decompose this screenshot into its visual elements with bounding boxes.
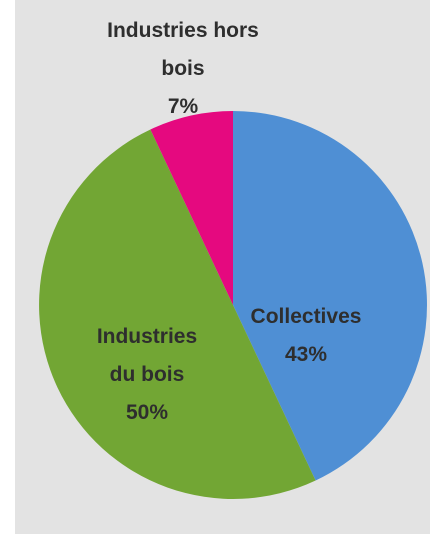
category-label: Industries du bois (96, 325, 198, 386)
category-label: Industries hors bois (107, 19, 259, 80)
slice-label: Industries du bois 50% (82, 318, 212, 432)
pie-slice (39, 129, 316, 499)
pie-slice (233, 111, 427, 481)
category-label: Collectives (250, 305, 362, 328)
value-label: 50% (125, 401, 169, 424)
value-label: 7% (167, 95, 199, 118)
slice-label: Collectives 43% (226, 298, 386, 374)
slice-label: Industries hors bois 7% (83, 12, 283, 126)
value-label: 43% (284, 343, 328, 366)
pie-slice (150, 111, 233, 305)
